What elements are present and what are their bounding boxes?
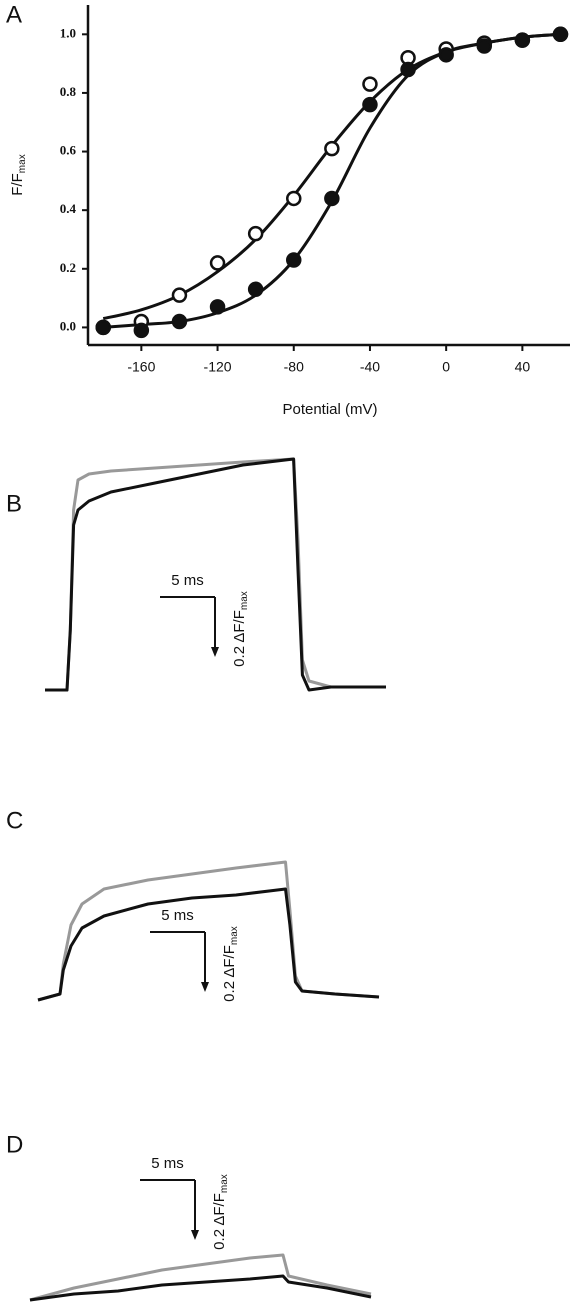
y-tick-label: 0.2 (60, 260, 76, 275)
fit-curve (103, 32, 561, 329)
data-point (171, 313, 188, 330)
scale-bar-x-label: 5 ms (171, 572, 204, 589)
data-point (476, 38, 493, 54)
data-point (324, 140, 340, 157)
label-main: 0.2 ΔF/F (231, 610, 248, 667)
trace (45, 457, 386, 692)
trace (29, 1274, 372, 1302)
panel-letter: C (6, 807, 23, 834)
label-sub: max (239, 591, 250, 610)
trace (29, 1253, 372, 1302)
label: F/Fmax (9, 154, 28, 195)
x-tick-label: -40 (360, 359, 380, 375)
trace (37, 887, 380, 1002)
data-point (362, 96, 378, 113)
scale-bar-x-label: 5 ms (151, 1155, 184, 1172)
data-point (400, 61, 416, 78)
label-main: 0.2 ΔF/F (211, 1193, 228, 1250)
x-tick-label: -160 (127, 359, 155, 375)
data-point (286, 252, 302, 268)
data-point (247, 281, 264, 298)
data-point (247, 225, 264, 242)
x-tick-label: -80 (284, 359, 304, 375)
data-point (133, 322, 150, 339)
panel-letter: B (6, 490, 22, 517)
fit-curve (102, 32, 561, 321)
data-point (209, 299, 226, 315)
y-tick-label: 0.0 (60, 318, 76, 333)
data-point (209, 255, 226, 271)
panel-letter: A (6, 1, 22, 28)
y-tick-label: 1.0 (60, 25, 76, 40)
label-main: F/F (9, 173, 26, 196)
data-point (552, 26, 569, 43)
data-point (286, 190, 302, 207)
label-main: 0.2 ΔF/F (221, 945, 238, 1002)
x-axis-label: Potential (mV) (282, 401, 377, 418)
data-point (324, 190, 340, 207)
trace (37, 860, 380, 1002)
data-point (171, 287, 188, 303)
scale-bar-x-label: 5 ms (161, 907, 194, 924)
y-tick-label: 0.8 (60, 84, 77, 99)
data-point (95, 319, 111, 336)
scale-bar-arrow (211, 647, 219, 657)
label: 0.2 ΔF/Fmax (221, 926, 240, 1002)
label: 0.2 ΔF/Fmax (231, 591, 250, 667)
label-sub: max (229, 926, 240, 945)
data-point (362, 76, 378, 92)
y-tick-label: 0.6 (60, 143, 77, 158)
label: 0.2 ΔF/Fmax (211, 1174, 230, 1250)
scale-bar-arrow (191, 1230, 199, 1240)
x-tick-label: 0 (442, 359, 450, 375)
y-tick-label: 0.4 (60, 201, 77, 216)
data-point (438, 47, 454, 63)
scale-bar-arrow (201, 982, 209, 992)
x-tick-label: 40 (515, 359, 531, 375)
panel-letter: D (6, 1131, 23, 1158)
label-sub: max (219, 1174, 230, 1193)
label-sub: max (17, 154, 28, 173)
x-tick-label: -120 (204, 359, 232, 375)
data-point (514, 32, 531, 48)
